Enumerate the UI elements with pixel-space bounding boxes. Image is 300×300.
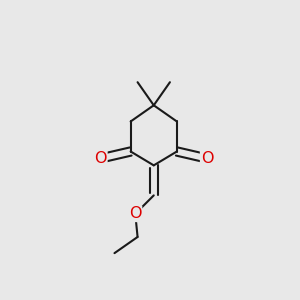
Text: O: O [201,151,213,166]
Text: O: O [129,206,142,221]
Text: O: O [94,151,107,166]
